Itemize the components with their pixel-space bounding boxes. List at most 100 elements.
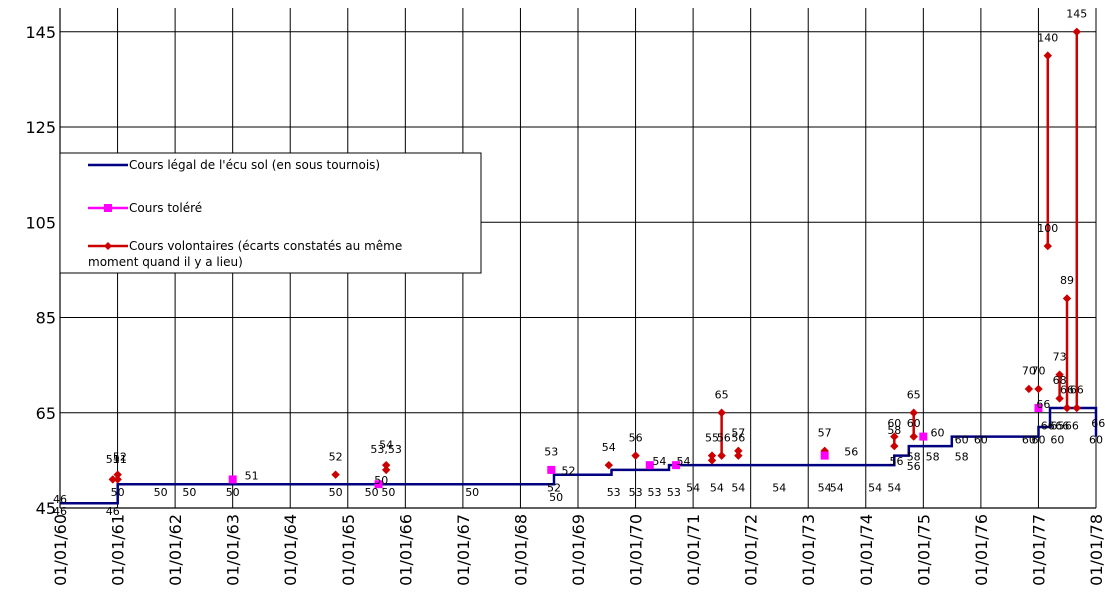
data-label: 66	[1065, 419, 1079, 432]
data-label: 70	[1022, 365, 1036, 378]
y-tick-label: 125	[25, 118, 56, 137]
data-label: 60	[887, 417, 901, 430]
data-label: 46	[53, 493, 67, 506]
tolerated-point	[645, 461, 654, 470]
series-tolerated-course	[228, 404, 1043, 489]
x-tick-label: 01/01/70	[627, 514, 646, 586]
data-label: 66	[1060, 384, 1074, 397]
data-label: 50	[381, 486, 395, 499]
x-tick-label: 01/01/78	[1087, 514, 1105, 586]
voluntary-point	[113, 470, 122, 479]
voluntary-point	[707, 451, 717, 460]
data-label: 46	[106, 505, 120, 518]
voluntary-point	[890, 441, 899, 451]
x-tick-label: 01/01/66	[396, 514, 415, 586]
legend-label-legal: Cours légal de l'écu sol (en sous tourno…	[129, 158, 380, 172]
data-label: 73	[1053, 350, 1067, 363]
voluntary-point	[1055, 370, 1064, 379]
data-label: 70	[1031, 365, 1045, 378]
x-tick-label: 01/01/68	[511, 514, 530, 586]
data-label: 53	[647, 486, 661, 499]
voluntary-point	[734, 451, 743, 460]
voluntary-point	[734, 446, 743, 456]
tolerated-point	[820, 451, 829, 460]
data-label: 60	[1050, 434, 1064, 447]
data-label: 66	[1091, 417, 1105, 430]
voluntary-point	[331, 470, 340, 479]
tolerated-point	[547, 465, 556, 474]
data-label: 140	[1037, 31, 1058, 44]
data-label: 56	[717, 431, 731, 444]
data-label: 66	[1041, 419, 1055, 432]
data-label: 51	[106, 453, 120, 466]
data-label: 52	[329, 450, 343, 463]
data-label: 54	[887, 481, 901, 494]
data-label: 56	[731, 431, 745, 444]
data-label: 50	[329, 486, 343, 499]
data-label: 50	[374, 474, 388, 487]
data-label: 100	[1037, 222, 1058, 235]
voluntary-point	[717, 408, 726, 417]
data-label: 50	[154, 486, 168, 499]
data-label: 53	[667, 486, 681, 499]
x-tick-label: 01/01/73	[799, 514, 818, 586]
data-label: 50	[182, 486, 196, 499]
x-tick-label: 01/01/75	[914, 514, 933, 586]
data-label: 55	[705, 431, 719, 444]
data-label: 52	[561, 465, 575, 478]
axes: 45 65 85 105 125 145 01/01/60 01/01/61 01/01/62 0…	[25, 8, 1105, 586]
data-label: 51	[245, 469, 259, 482]
y-tick-label: 45	[36, 499, 56, 518]
data-label: 58	[955, 450, 969, 463]
voluntary-point	[604, 460, 614, 470]
data-label: 52	[113, 450, 127, 463]
voluntary-point	[1072, 403, 1081, 413]
data-label: 65	[1050, 419, 1064, 432]
series-legal-course	[60, 406, 1098, 505]
voluntary-point	[381, 465, 391, 475]
data-label: 56	[907, 460, 921, 473]
voluntary-point	[1062, 403, 1072, 413]
y-tick-label: 105	[25, 213, 56, 232]
data-label: 54	[830, 481, 844, 494]
x-tick-label: 01/01/64	[281, 514, 300, 586]
legal-course-line	[60, 406, 1098, 505]
y-tick-label: 85	[36, 309, 56, 328]
data-label: 60	[1031, 434, 1045, 447]
legend-marker-voluntary	[104, 242, 112, 250]
x-tick-label: 01/01/65	[339, 514, 358, 586]
voluntary-point	[631, 451, 640, 460]
data-label: 60	[930, 427, 944, 440]
data-label: 54	[731, 481, 745, 494]
x-tick-label: 01/01/63	[224, 514, 243, 586]
data-label: 65	[907, 388, 921, 401]
tolerated-point	[228, 475, 237, 484]
data-label: 57	[818, 427, 832, 440]
x-tick-label: 01/01/77	[1029, 514, 1048, 586]
data-label: 58	[926, 450, 940, 463]
voluntary-point	[1024, 384, 1034, 394]
data-label: 53	[629, 486, 643, 499]
legend-box	[59, 152, 482, 274]
data-label: 54	[652, 455, 666, 468]
data-label: 54	[602, 441, 616, 454]
voluntary-point	[909, 408, 918, 417]
voluntary-point	[890, 432, 899, 441]
data-label: 50	[365, 486, 379, 499]
data-label: 58	[887, 424, 901, 437]
data-label: 54	[818, 481, 832, 494]
voluntary-point	[717, 451, 726, 460]
x-tick-label: 01/01/61	[109, 514, 128, 586]
tolerated-point	[919, 432, 928, 441]
data-label: 66	[1070, 384, 1084, 397]
voluntary-point	[1043, 241, 1052, 251]
data-label: 51	[113, 453, 127, 466]
x-tick-label: 01/01/76	[972, 514, 991, 586]
data-label: 50	[111, 486, 125, 499]
tolerated-point	[672, 461, 681, 470]
voluntary-point	[1043, 51, 1052, 60]
x-tick-label: 01/01/72	[742, 514, 761, 586]
data-label: 53,53	[370, 443, 402, 456]
tolerated-point	[1034, 404, 1043, 412]
